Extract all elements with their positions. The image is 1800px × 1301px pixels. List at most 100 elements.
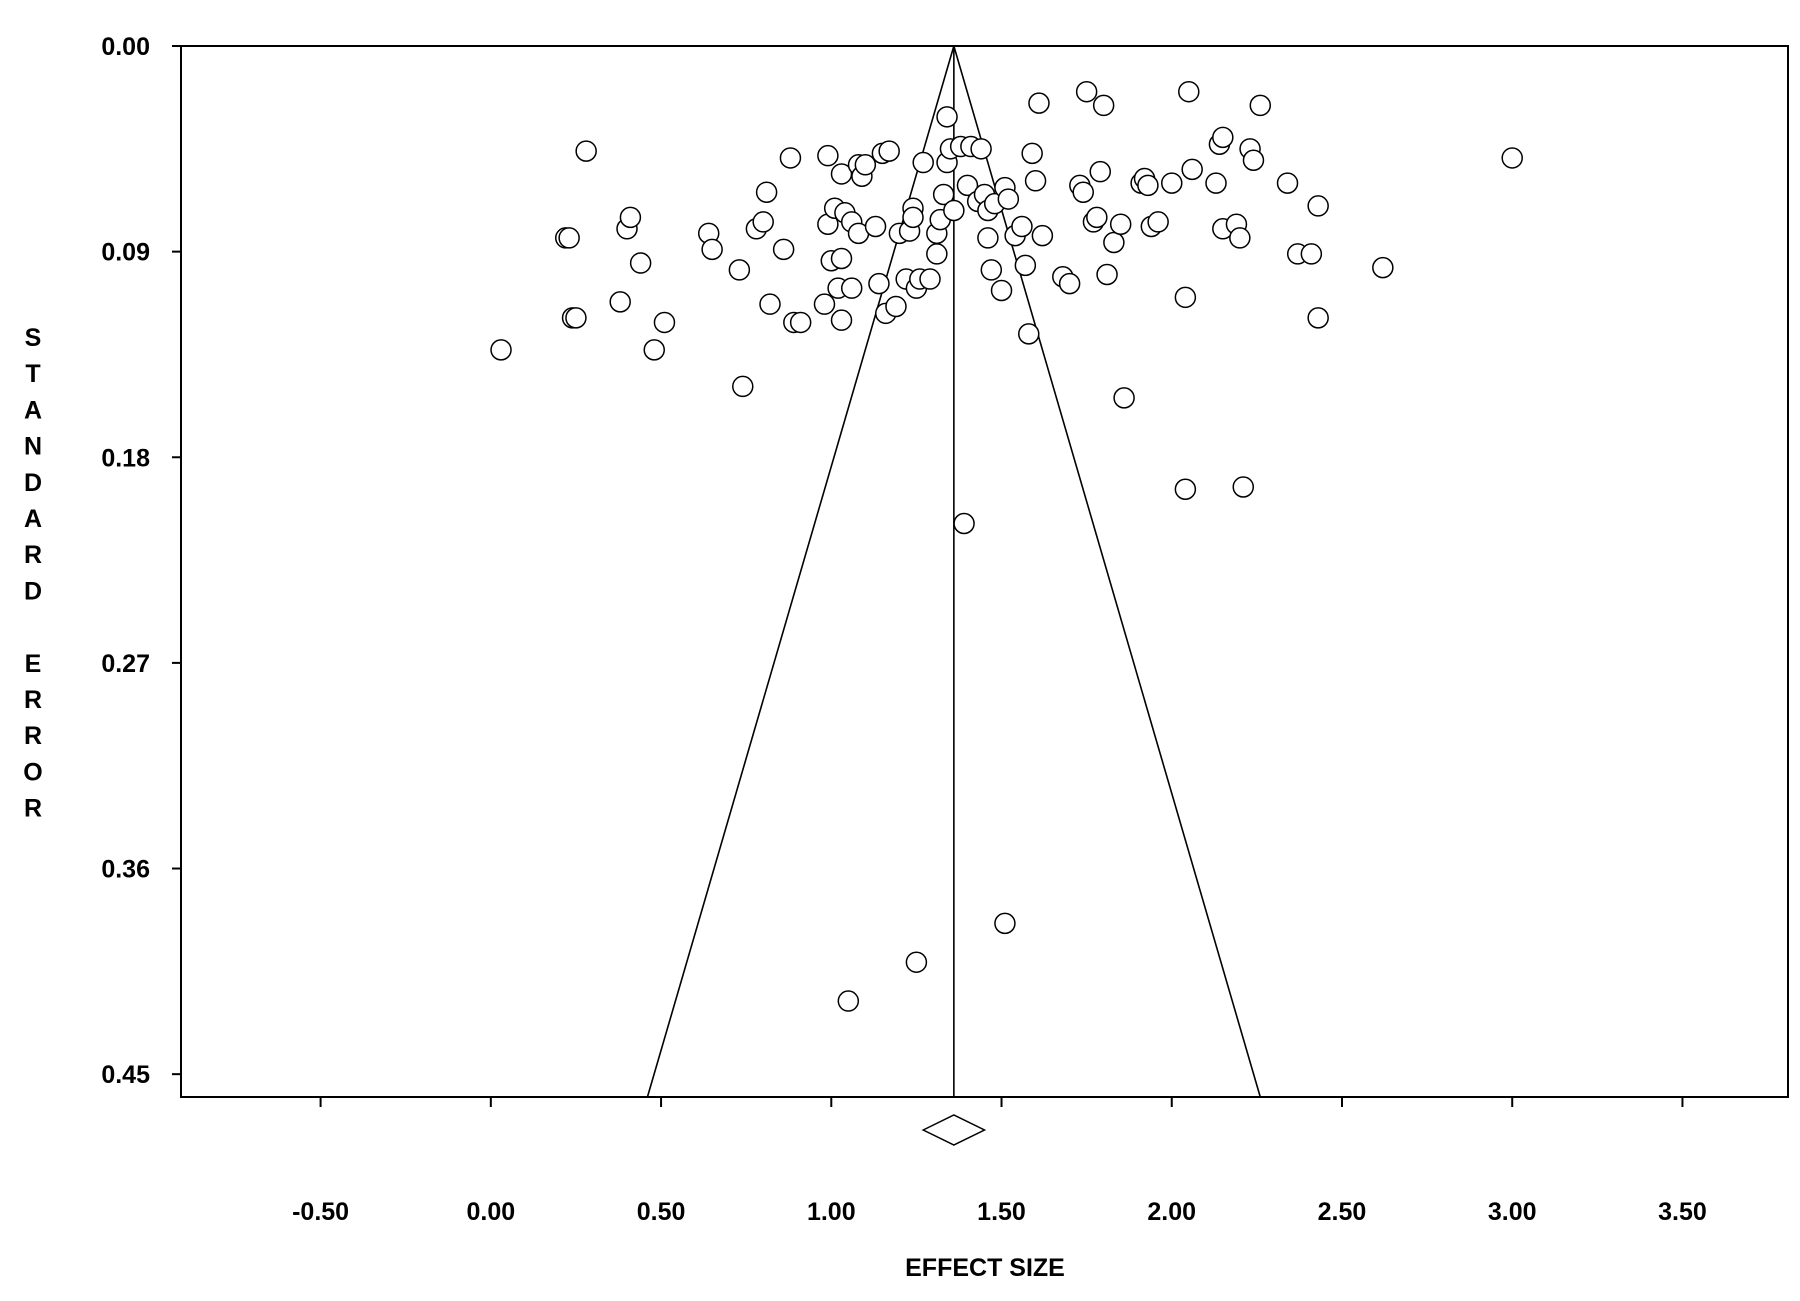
study-point [755, 181, 778, 203]
study-point [619, 206, 642, 229]
study-point [1307, 307, 1329, 329]
study-point [752, 211, 774, 233]
study-point [1092, 94, 1115, 117]
y-axis-title-letter: S [25, 324, 42, 352]
y-tick-label: 0.09 [101, 239, 150, 267]
y-tick-label: 0.27 [101, 650, 150, 678]
study-point [490, 339, 512, 361]
study-point [759, 293, 781, 315]
study-point [926, 243, 948, 265]
study-point [1058, 272, 1081, 295]
study-point [878, 140, 900, 162]
study-point [956, 174, 979, 197]
study-point [1028, 92, 1050, 114]
study-point [779, 147, 802, 169]
y-tick-label: 0.45 [101, 1061, 150, 1089]
funnel-right-line [953, 45, 1262, 1098]
study-point [885, 295, 907, 318]
study-point [1249, 94, 1272, 117]
study-point [1178, 80, 1200, 103]
study-point [980, 259, 1003, 281]
study-point [1075, 80, 1098, 103]
study-point [1109, 213, 1132, 235]
study-point [1372, 256, 1394, 279]
study-point [830, 247, 853, 270]
study-point [1021, 142, 1043, 165]
x-axis-title: EFFECT SIZE [905, 1254, 1065, 1282]
x-tick-label: 1.50 [977, 1198, 1026, 1226]
study-point [575, 140, 597, 162]
summary-diamond [921, 1114, 987, 1146]
study-point [990, 279, 1013, 302]
x-tick-label: 0.00 [466, 1198, 515, 1226]
y-axis-title-letter: D [24, 577, 42, 605]
y-axis-title-letter: R [24, 541, 42, 569]
study-point [1024, 170, 1047, 192]
study-point [1089, 160, 1112, 183]
study-point [919, 268, 941, 290]
study-point [1014, 254, 1037, 277]
study-point [1137, 174, 1159, 197]
y-axis-title-letter: A [24, 505, 42, 533]
study-point [1501, 147, 1523, 169]
study-point [653, 311, 676, 334]
study-point [943, 199, 965, 222]
y-axis-title-letter: A [24, 396, 42, 424]
study-point [1205, 172, 1227, 194]
y-tick-label: 0.00 [101, 33, 150, 61]
x-tick-label: -0.50 [292, 1198, 349, 1226]
study-point [565, 307, 587, 329]
study-point [772, 238, 795, 261]
y-axis-title-letter: E [25, 650, 42, 678]
study-point [1096, 263, 1118, 286]
x-tick-label: 1.00 [807, 1198, 856, 1226]
y-tick-label: 0.36 [101, 856, 150, 884]
study-point [1307, 195, 1329, 217]
study-point [629, 252, 652, 274]
plot-frame [180, 45, 1789, 1098]
study-point [994, 912, 1016, 935]
y-axis-title-letter: R [24, 686, 42, 714]
funnel-left-line [646, 45, 955, 1098]
study-point [1161, 172, 1183, 194]
study-point [789, 311, 812, 334]
study-point [912, 151, 934, 174]
study-point [1072, 181, 1094, 203]
study-point [936, 106, 958, 128]
study-point [643, 339, 665, 361]
study-point [868, 272, 890, 295]
study-point [1242, 149, 1265, 171]
study-point [840, 277, 863, 299]
x-axis: -0.50 0.00 0.50 1.00 1.50 2.00 2.50 3.00 3.50 [292, 1097, 1707, 1226]
study-point [1181, 158, 1203, 181]
y-axis-title-letter: T [25, 360, 40, 388]
study-point [1229, 227, 1251, 249]
study-point [1174, 286, 1197, 309]
y-axis-title-letter: O [23, 758, 42, 786]
y-axis-title-letter: N [24, 433, 42, 461]
study-point [558, 227, 580, 249]
study-point [837, 990, 860, 1012]
study-point [1232, 476, 1255, 498]
study-point [830, 309, 853, 331]
x-tick-label: 2.50 [1318, 1198, 1367, 1226]
study-point [1011, 215, 1033, 238]
study-point [1103, 231, 1125, 254]
study-point [728, 259, 751, 281]
study-point [953, 512, 975, 535]
study-point [977, 227, 999, 249]
y-tick-label: 0.18 [101, 444, 150, 472]
plot-area [490, 45, 1523, 1146]
y-axis-title-letter: R [24, 795, 42, 823]
study-point [1031, 224, 1054, 247]
study-point [732, 375, 754, 398]
x-tick-label: 3.50 [1658, 1198, 1707, 1226]
study-point [1276, 172, 1299, 194]
study-point [932, 183, 955, 206]
study-point [997, 188, 1020, 210]
study-point [1174, 478, 1197, 500]
study-point [854, 154, 877, 176]
